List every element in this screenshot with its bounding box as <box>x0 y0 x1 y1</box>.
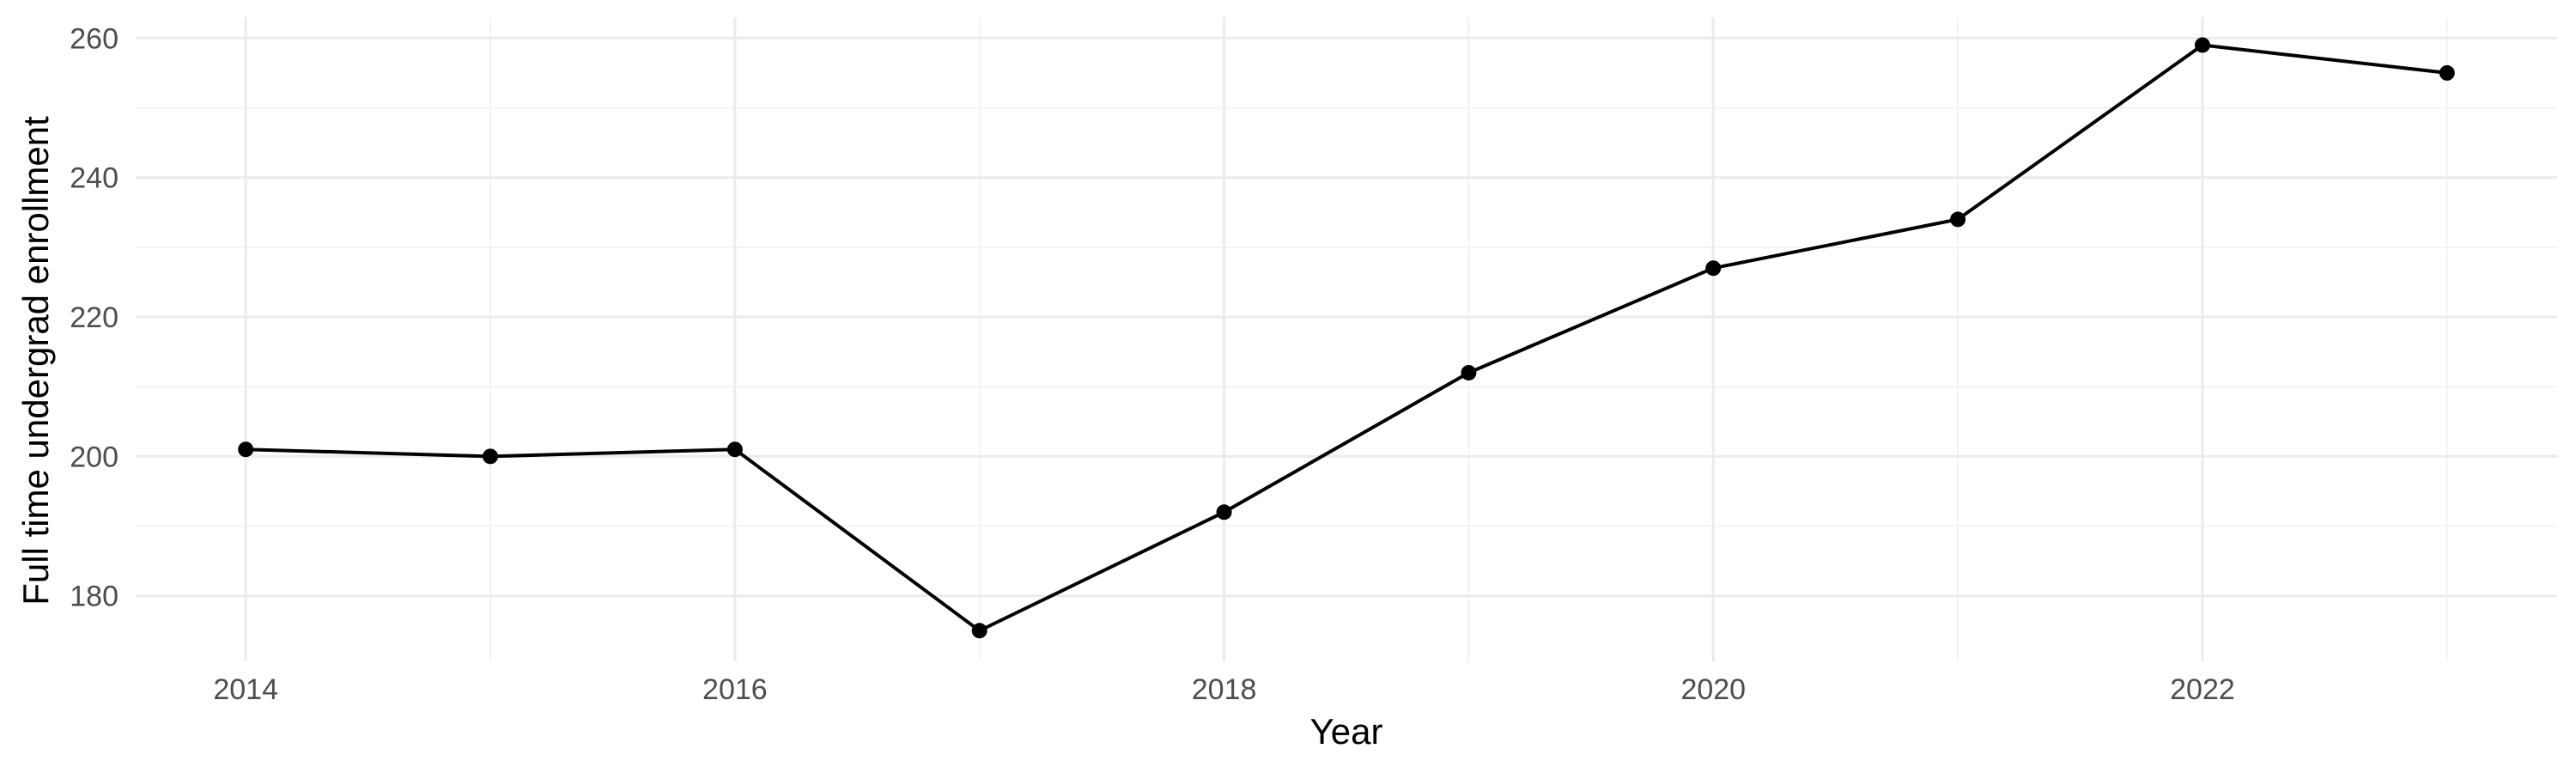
x-tick-label: 2016 <box>702 673 768 706</box>
y-axis-ticks: 180 200 220 240 260 <box>70 22 118 612</box>
y-tick-label: 260 <box>70 22 118 55</box>
data-point <box>2194 37 2210 53</box>
data-point <box>1950 211 1966 228</box>
data-point <box>971 623 987 639</box>
x-tick-label: 2022 <box>2170 673 2235 706</box>
x-tick-label: 2018 <box>1192 673 1257 706</box>
y-tick-label: 240 <box>70 162 118 195</box>
minor-gridlines <box>136 17 2557 661</box>
data-point <box>1216 504 1232 520</box>
data-point <box>238 441 254 458</box>
data-points <box>238 37 2455 639</box>
y-tick-label: 180 <box>70 581 118 613</box>
series-line <box>246 43 2448 633</box>
x-axis-ticks: 2014 2016 2018 2020 2022 <box>213 673 2234 706</box>
data-point <box>1705 260 1722 277</box>
y-tick-label: 200 <box>70 441 118 473</box>
x-tick-label: 2014 <box>213 673 278 706</box>
y-tick-label: 220 <box>70 301 118 334</box>
data-point <box>483 448 499 465</box>
x-tick-label: 2020 <box>1680 673 1746 706</box>
data-point <box>1461 364 1477 380</box>
data-point <box>2439 64 2455 81</box>
y-axis-title: Full time undergrad enrollment <box>15 116 56 606</box>
x-axis-title: Year <box>1310 711 1383 752</box>
major-gridlines <box>136 17 2557 661</box>
data-point <box>726 441 743 458</box>
